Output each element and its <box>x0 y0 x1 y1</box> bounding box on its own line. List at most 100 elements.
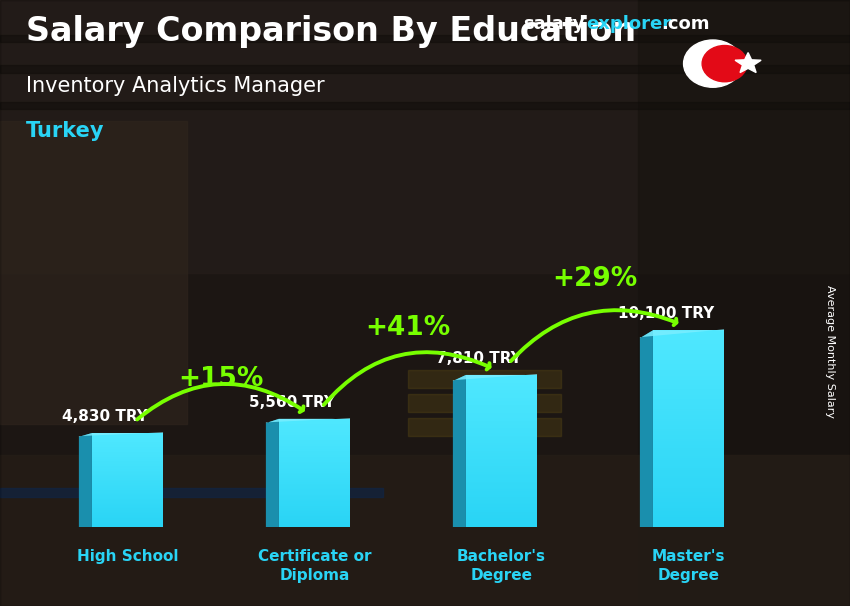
Bar <box>653 360 724 362</box>
Bar <box>466 422 537 424</box>
Bar <box>92 474 163 476</box>
Bar <box>653 330 724 332</box>
Bar <box>653 454 724 456</box>
Bar <box>279 509 350 510</box>
Text: salary: salary <box>523 15 584 33</box>
Bar <box>466 454 537 456</box>
Bar <box>92 487 163 488</box>
Bar <box>653 393 724 395</box>
Bar <box>279 427 350 428</box>
Bar <box>466 471 537 473</box>
Bar <box>92 436 163 437</box>
Bar <box>466 497 537 498</box>
Bar <box>0 488 382 497</box>
Bar <box>279 458 350 459</box>
Bar <box>92 476 163 478</box>
Bar <box>653 505 724 508</box>
Bar <box>653 466 724 468</box>
Bar <box>279 465 350 467</box>
Bar <box>653 513 724 515</box>
Bar <box>279 457 350 458</box>
Bar <box>279 463 350 464</box>
Bar <box>466 474 537 476</box>
Bar <box>466 503 537 504</box>
Bar <box>466 448 537 450</box>
Bar <box>653 413 724 415</box>
Bar <box>279 461 350 462</box>
Bar <box>653 441 724 442</box>
Bar <box>279 519 350 521</box>
Bar <box>92 437 163 438</box>
Bar <box>466 430 537 431</box>
Bar <box>466 415 537 416</box>
Bar <box>466 390 537 391</box>
Bar <box>92 521 163 522</box>
Bar <box>653 385 724 387</box>
Bar <box>466 385 537 387</box>
Bar <box>653 356 724 358</box>
Bar <box>92 485 163 486</box>
Bar <box>0 121 187 424</box>
Bar <box>653 332 724 335</box>
Bar <box>466 395 537 396</box>
Bar <box>92 504 163 505</box>
Bar <box>92 526 163 527</box>
Bar <box>92 480 163 481</box>
Bar <box>279 437 350 438</box>
Bar <box>0 102 850 109</box>
Bar <box>92 463 163 464</box>
Bar <box>466 509 537 510</box>
Bar <box>279 491 350 493</box>
Bar <box>653 452 724 454</box>
Bar <box>408 370 561 388</box>
Bar <box>92 439 163 441</box>
Bar <box>466 421 537 422</box>
Text: High School: High School <box>76 549 178 564</box>
Bar <box>92 467 163 468</box>
Bar <box>653 488 724 490</box>
Bar <box>466 483 537 485</box>
Bar <box>92 465 163 466</box>
Bar <box>279 448 350 449</box>
Circle shape <box>702 45 747 82</box>
Bar <box>466 416 537 418</box>
Bar <box>653 352 724 354</box>
Bar <box>279 436 350 438</box>
Bar <box>279 483 350 484</box>
Bar <box>653 504 724 505</box>
Bar <box>466 391 537 393</box>
Bar <box>653 525 724 527</box>
Bar <box>279 422 350 423</box>
Bar <box>279 423 350 424</box>
Bar <box>279 454 350 456</box>
Bar <box>653 364 724 365</box>
Bar <box>653 448 724 450</box>
Bar <box>92 433 163 434</box>
Bar <box>466 500 537 501</box>
Bar <box>92 484 163 485</box>
Bar <box>653 378 724 379</box>
Bar <box>466 387 537 388</box>
Bar <box>279 445 350 446</box>
Circle shape <box>683 40 742 87</box>
Bar <box>466 521 537 522</box>
Bar <box>279 468 350 470</box>
Bar <box>0 35 850 42</box>
Bar <box>653 472 724 474</box>
Bar <box>279 518 350 519</box>
Bar <box>279 428 350 430</box>
Bar <box>279 451 350 453</box>
Bar <box>279 504 350 505</box>
Bar <box>653 419 724 421</box>
Bar <box>279 419 350 420</box>
Bar <box>92 459 163 461</box>
Bar <box>466 504 537 506</box>
Bar <box>279 434 350 435</box>
Bar <box>466 462 537 463</box>
Bar <box>653 456 724 458</box>
Text: explorer: explorer <box>586 15 672 33</box>
Bar <box>466 524 537 525</box>
Bar <box>92 470 163 471</box>
Bar <box>466 480 537 482</box>
Bar <box>653 334 724 336</box>
